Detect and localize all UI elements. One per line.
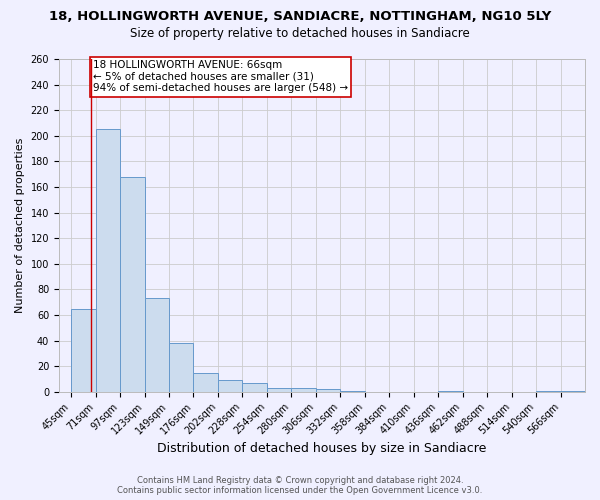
X-axis label: Distribution of detached houses by size in Sandiacre: Distribution of detached houses by size … — [157, 442, 487, 455]
Bar — [316, 389, 340, 392]
Bar — [71, 308, 95, 392]
Bar — [95, 130, 120, 392]
Text: Size of property relative to detached houses in Sandiacre: Size of property relative to detached ho… — [130, 28, 470, 40]
Bar — [536, 390, 560, 392]
Y-axis label: Number of detached properties: Number of detached properties — [15, 138, 25, 313]
Bar — [145, 298, 169, 392]
Bar — [242, 383, 267, 392]
Bar — [169, 343, 193, 392]
Bar — [120, 177, 145, 392]
Bar — [438, 390, 463, 392]
Bar — [560, 390, 585, 392]
Bar — [340, 390, 365, 392]
Text: 18, HOLLINGWORTH AVENUE, SANDIACRE, NOTTINGHAM, NG10 5LY: 18, HOLLINGWORTH AVENUE, SANDIACRE, NOTT… — [49, 10, 551, 23]
Bar — [193, 372, 218, 392]
Bar — [267, 388, 292, 392]
Text: 18 HOLLINGWORTH AVENUE: 66sqm
← 5% of detached houses are smaller (31)
94% of se: 18 HOLLINGWORTH AVENUE: 66sqm ← 5% of de… — [93, 60, 348, 94]
Bar — [218, 380, 242, 392]
Text: Contains HM Land Registry data © Crown copyright and database right 2024.
Contai: Contains HM Land Registry data © Crown c… — [118, 476, 482, 495]
Bar — [292, 388, 316, 392]
